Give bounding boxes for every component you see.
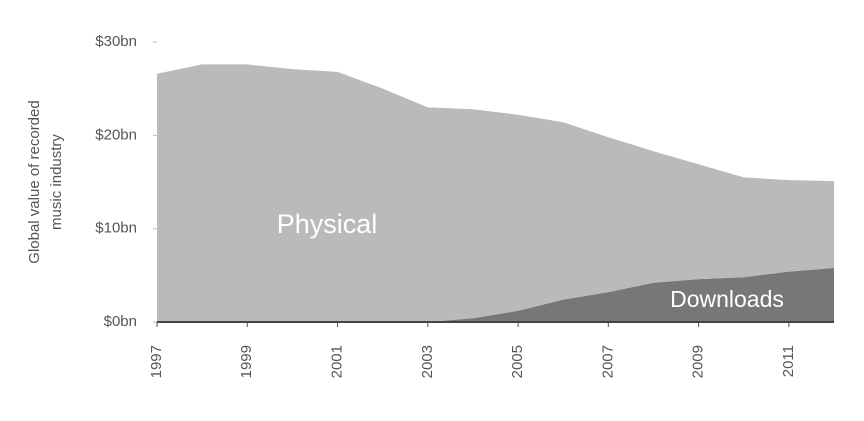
x-tick-label: 2009 <box>690 345 707 378</box>
x-tick-label: 2005 <box>509 345 526 378</box>
series-label: Downloads <box>670 286 784 312</box>
area <box>157 64 834 323</box>
x-tick-label: 1999 <box>238 345 255 378</box>
x-tick-label: 2003 <box>419 345 436 378</box>
y-axis-label: Global value of recorded <box>26 100 43 263</box>
series-label: Physical <box>277 209 378 239</box>
y-tick-label: $10bn <box>95 220 137 237</box>
y-tick-label: $20bn <box>95 126 137 143</box>
y-axis-label: music industry <box>48 134 65 230</box>
area <box>157 267 834 322</box>
y-tick-label: $30bn <box>95 33 137 50</box>
x-tick-label: 2007 <box>599 345 616 378</box>
y-tick-label: $0bn <box>104 313 137 330</box>
x-tick-label: 2001 <box>329 345 346 378</box>
x-tick-label: 1997 <box>148 345 165 378</box>
x-tick-label: 2011 <box>780 345 797 377</box>
